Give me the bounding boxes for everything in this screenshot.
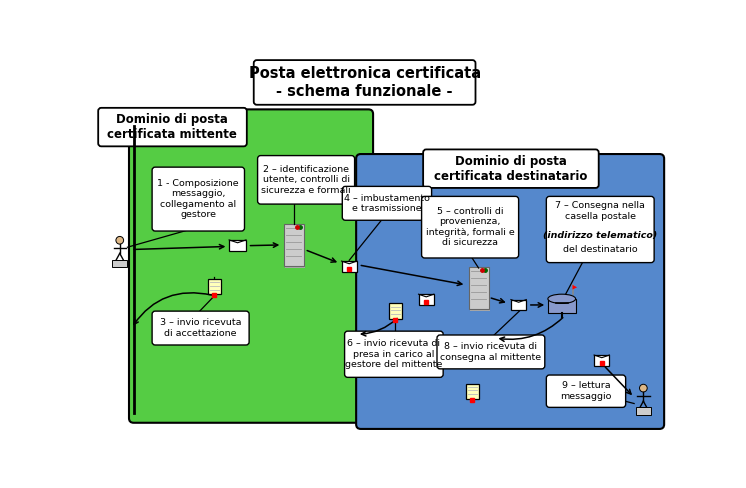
Bar xyxy=(594,355,609,366)
Bar xyxy=(511,300,527,310)
Text: 3 – invio ricevuta
di accettazione: 3 – invio ricevuta di accettazione xyxy=(160,318,242,338)
FancyBboxPatch shape xyxy=(98,108,247,146)
Text: Posta elettronica certificata
- schema funzionale -: Posta elettronica certificata - schema f… xyxy=(248,66,480,99)
Bar xyxy=(229,240,246,251)
Text: 9 – lettura
messaggio: 9 – lettura messaggio xyxy=(560,382,612,401)
Ellipse shape xyxy=(548,294,576,304)
FancyBboxPatch shape xyxy=(423,149,599,188)
Circle shape xyxy=(116,236,124,244)
Bar xyxy=(548,299,576,313)
Bar xyxy=(208,279,221,294)
FancyBboxPatch shape xyxy=(152,311,249,345)
FancyBboxPatch shape xyxy=(421,196,518,258)
FancyBboxPatch shape xyxy=(345,331,443,377)
Text: 2 – identificazione
utente, controlli di
sicurezza e formali: 2 – identificazione utente, controlli di… xyxy=(261,165,351,195)
FancyBboxPatch shape xyxy=(152,167,245,231)
Text: Dominio di posta
certificata mittente: Dominio di posta certificata mittente xyxy=(107,113,237,141)
FancyBboxPatch shape xyxy=(254,60,475,105)
FancyBboxPatch shape xyxy=(129,109,373,423)
Bar xyxy=(419,294,434,305)
Text: 4 – imbustamento
e trasmissione: 4 – imbustamento e trasmissione xyxy=(344,194,430,213)
FancyBboxPatch shape xyxy=(356,154,664,429)
FancyBboxPatch shape xyxy=(546,375,626,407)
Text: (indirizzo telematico): (indirizzo telematico) xyxy=(543,231,657,240)
Text: Dominio di posta
certificata destinatario: Dominio di posta certificata destinatari… xyxy=(434,155,588,183)
Text: 8 – invio ricevuta di
consegna al mittente: 8 – invio ricevuta di consegna al mitten… xyxy=(440,342,542,362)
FancyBboxPatch shape xyxy=(437,335,545,369)
Polygon shape xyxy=(572,285,577,289)
Bar xyxy=(285,225,305,267)
Circle shape xyxy=(639,384,648,392)
Bar xyxy=(389,304,401,319)
Text: 6 – invio ricevuta di
presa in carico al
gestore del mittente: 6 – invio ricevuta di presa in carico al… xyxy=(345,339,442,369)
Text: 7 – Consegna nella
casella postale: 7 – Consegna nella casella postale xyxy=(555,202,645,221)
FancyBboxPatch shape xyxy=(342,186,432,220)
Text: 1 - Composizione
messaggio,
collegamento al
gestore: 1 - Composizione messaggio, collegamento… xyxy=(157,179,239,219)
FancyBboxPatch shape xyxy=(546,196,654,263)
FancyBboxPatch shape xyxy=(257,156,354,204)
Bar xyxy=(636,407,651,415)
Bar xyxy=(468,267,489,309)
Bar xyxy=(283,224,304,266)
Bar xyxy=(466,384,479,399)
Text: 5 – controlli di
provenienza,
integrità, formali e
di sicurezza: 5 – controlli di provenienza, integrità,… xyxy=(426,207,515,247)
Bar xyxy=(470,268,490,311)
Text: del destinatario: del destinatario xyxy=(563,245,638,254)
Bar xyxy=(342,261,357,272)
Bar xyxy=(112,260,128,267)
